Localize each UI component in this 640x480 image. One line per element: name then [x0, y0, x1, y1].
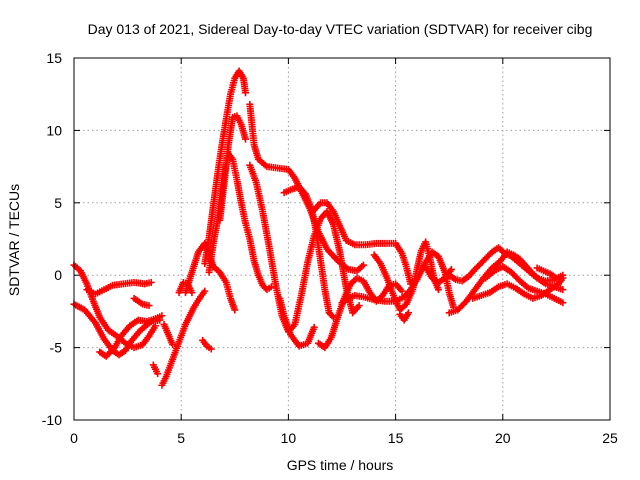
data-point: [328, 312, 336, 320]
data-point: [207, 345, 215, 353]
data-point: [552, 274, 560, 282]
x-axis-label: GPS time / hours: [287, 457, 394, 473]
series-track-q: [280, 183, 337, 321]
series-track-t: [310, 199, 415, 288]
series-track-b: [70, 300, 164, 359]
data-point: [145, 302, 153, 310]
y-tick-label: -10: [42, 412, 62, 428]
series-track-f: [149, 361, 162, 378]
data-point: [169, 341, 177, 349]
data-point: [398, 287, 406, 295]
series-track-n: [199, 336, 215, 353]
x-tick-label: 15: [388, 430, 404, 446]
x-tick-label: 10: [281, 430, 297, 446]
x-tick-label: 5: [177, 430, 185, 446]
series-track-l: [205, 150, 275, 294]
series-track-s: [314, 274, 406, 352]
y-axis-label: SDTVAR / TECUs: [6, 184, 22, 296]
series-track-o: [246, 100, 367, 275]
data-point: [242, 135, 250, 143]
chart-title: Day 013 of 2021, Sidereal Day-to-day VTE…: [88, 21, 593, 37]
data-point: [359, 261, 367, 269]
data-point: [231, 306, 239, 314]
series-track-e: [130, 294, 153, 310]
series-track-z: [445, 248, 567, 317]
plot-frame: [73, 57, 611, 421]
series-track-m: [216, 112, 250, 224]
data-point: [434, 286, 442, 294]
series-track-ab: [482, 263, 567, 307]
y-tick-label: 5: [54, 195, 62, 211]
series-track-r: [276, 294, 318, 350]
series-track-j: [181, 239, 239, 314]
series-track-d: [96, 312, 166, 360]
data-point: [201, 287, 209, 295]
data-point: [310, 323, 318, 331]
x-tick-label: 25: [602, 430, 618, 446]
data-point: [404, 309, 412, 317]
data-point: [154, 370, 162, 378]
y-tick-label: -5: [50, 340, 63, 356]
axes: 0 5 10 15 20 25 -10 -5 0 5 10 15: [42, 50, 618, 446]
series-track-g: [158, 287, 209, 389]
data-point: [559, 274, 567, 282]
series-track-x: [422, 263, 455, 286]
data-point: [158, 312, 166, 320]
data-point: [559, 299, 567, 307]
data-point: [242, 89, 250, 97]
data-point: [559, 286, 567, 294]
data-point: [147, 278, 155, 286]
series-track-p: [246, 161, 363, 336]
data-point: [447, 265, 455, 273]
y-tick-label: 10: [46, 122, 62, 138]
series-track-c: [83, 278, 155, 298]
series-track-w: [396, 309, 412, 324]
series-track-ac: [533, 264, 560, 282]
x-tick-label: 0: [70, 430, 78, 446]
data-point: [355, 302, 363, 310]
series-track-h: [160, 320, 177, 349]
y-tick-label: 15: [46, 50, 62, 66]
series-track-v: [370, 238, 442, 314]
grid: [74, 58, 610, 420]
x-tick-label: 20: [495, 430, 511, 446]
series-track-k: [201, 67, 250, 268]
data-point: [188, 289, 196, 297]
data-points: [70, 67, 567, 389]
y-tick-label: 0: [54, 267, 62, 283]
series-track-y: [445, 244, 567, 285]
